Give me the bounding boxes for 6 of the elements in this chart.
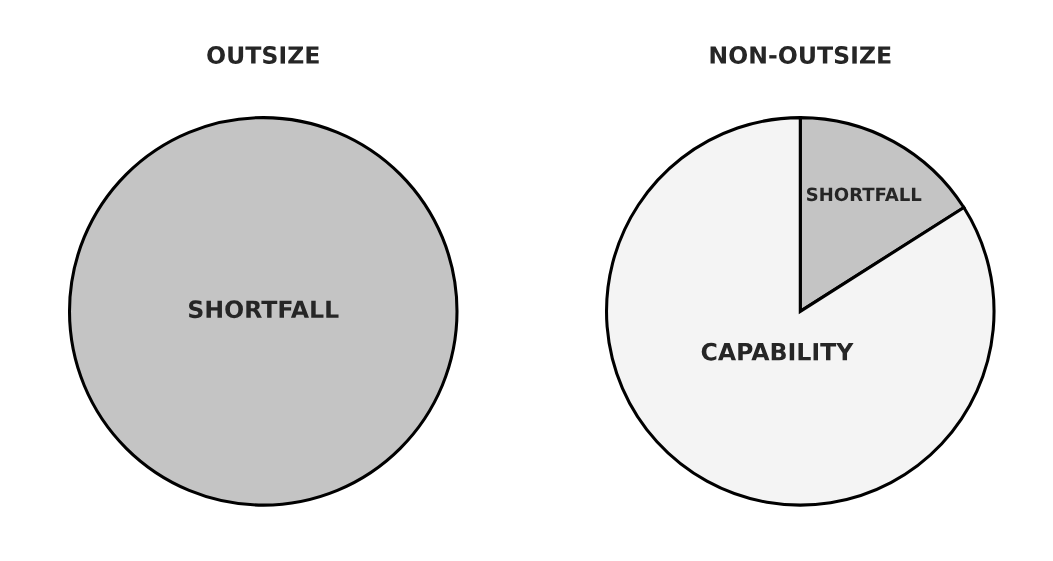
chart-title: NON-OUTSIZE xyxy=(710,46,891,64)
pie-slice xyxy=(605,116,996,507)
chart-title: OUTSIZE xyxy=(207,46,319,64)
slice-label: SHORTFALL xyxy=(189,300,339,319)
slice-label: CAPABILITY xyxy=(701,342,854,361)
slice-label: SHORTFALL xyxy=(806,187,922,202)
